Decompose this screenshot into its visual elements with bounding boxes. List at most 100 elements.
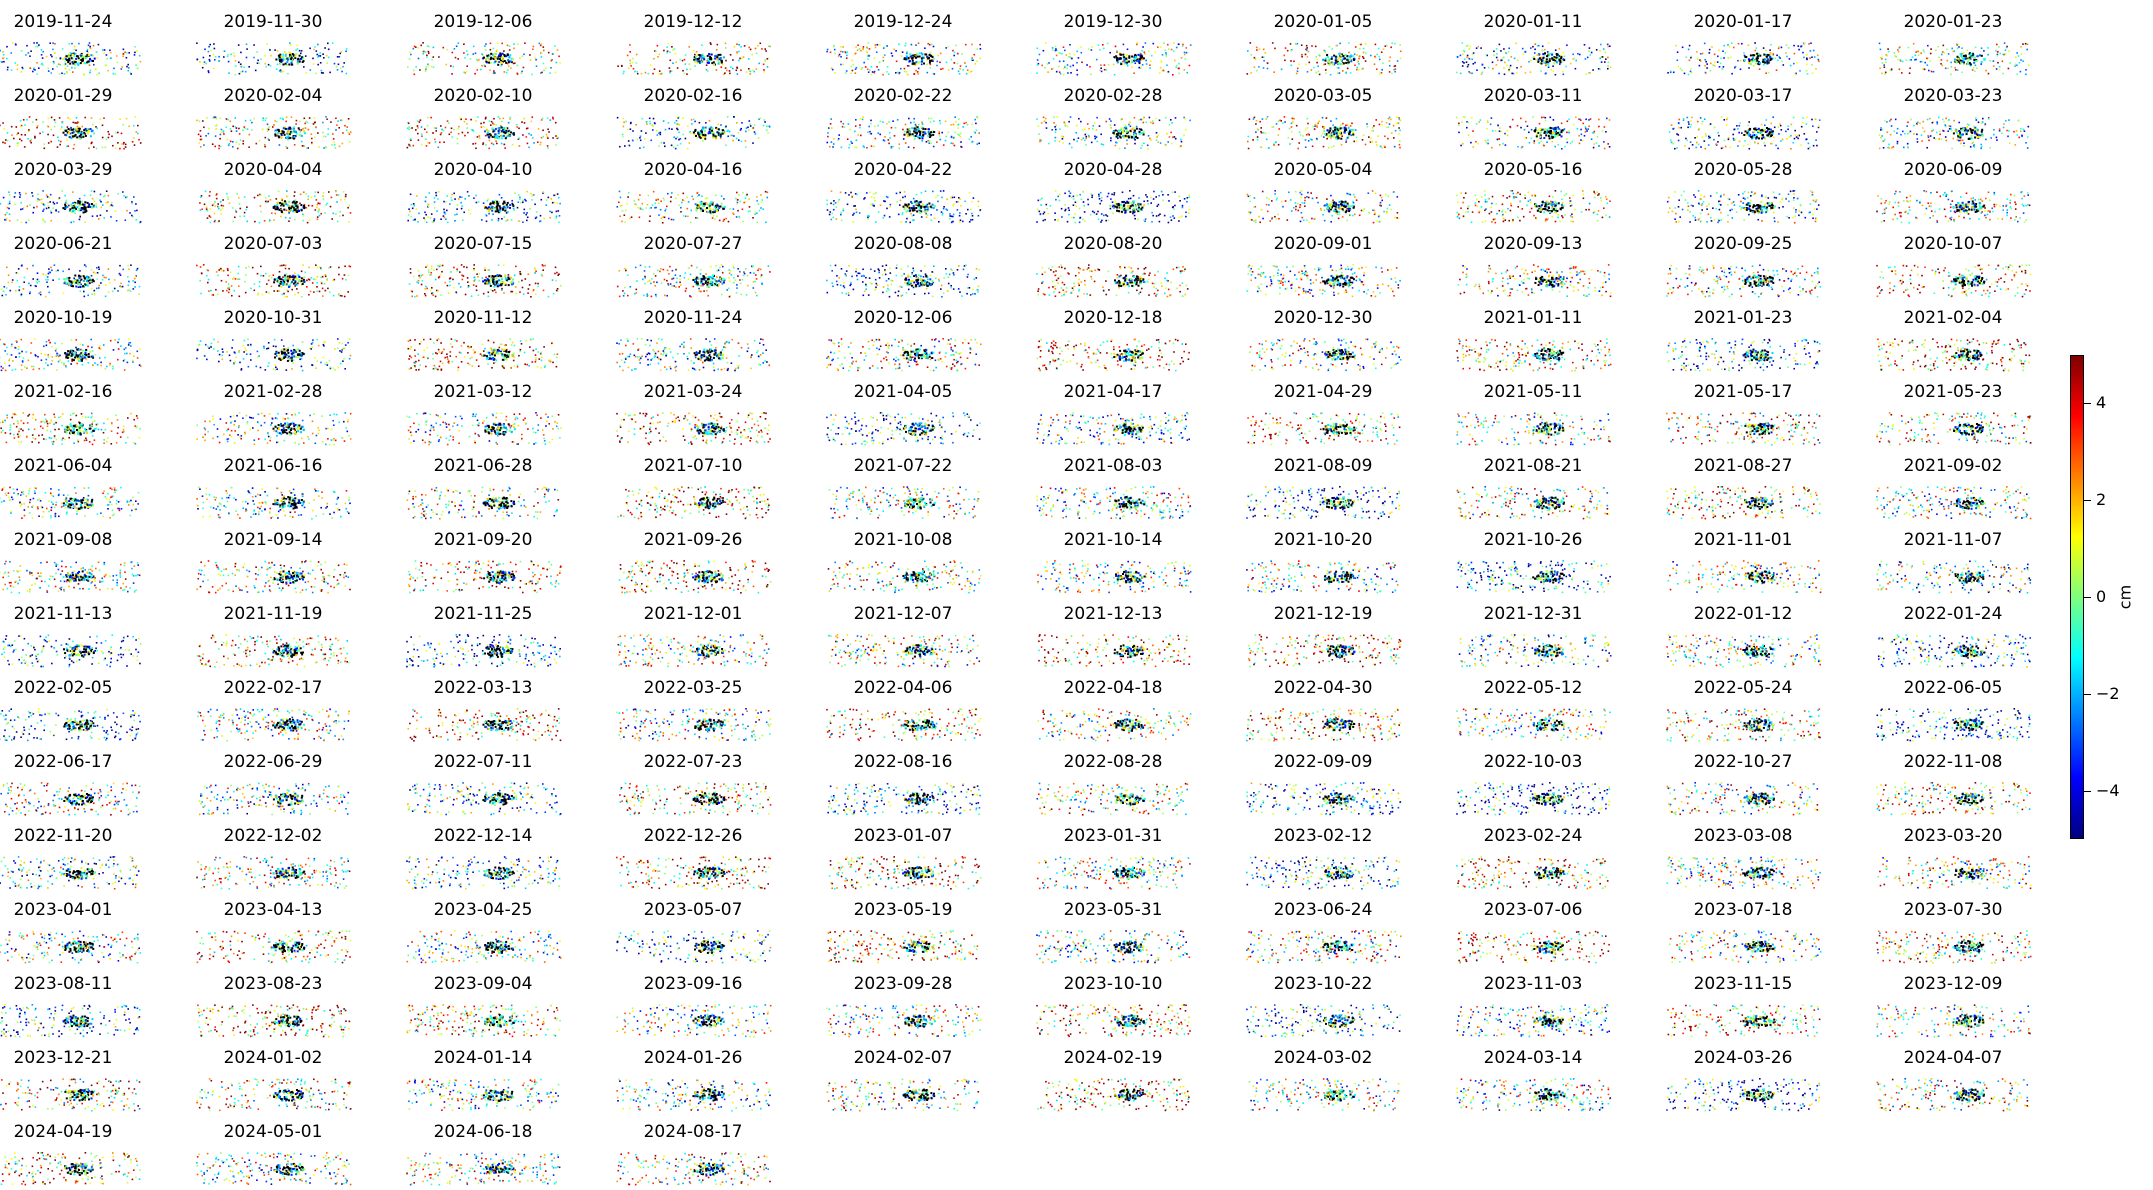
scatter-point — [1778, 127, 1780, 129]
scatter-point — [1704, 118, 1706, 120]
scatter-point — [1577, 53, 1579, 55]
scatter-point-core — [1350, 55, 1352, 57]
scatter-point — [551, 60, 553, 62]
scatter-point — [334, 63, 336, 65]
scatter-point — [1064, 50, 1066, 52]
scatter-point — [1785, 131, 1787, 133]
scatter-point — [1376, 144, 1378, 146]
scatter-point — [339, 146, 341, 148]
scatter-point — [926, 59, 928, 61]
scatter-point-core — [1344, 58, 1346, 60]
scatter-point — [343, 62, 345, 64]
scatter-point — [1607, 68, 1609, 70]
scatter-point — [739, 58, 741, 60]
scatter-point — [223, 130, 225, 132]
scatter-point — [48, 207, 50, 209]
scatter-point — [423, 53, 425, 55]
scatter-point — [675, 148, 677, 150]
scatter-point — [1585, 131, 1587, 133]
scatter-point — [1039, 54, 1041, 56]
scatter-point — [453, 129, 455, 131]
scatter-point — [75, 50, 77, 52]
scatter-point — [1946, 140, 1948, 142]
scatter-point — [670, 60, 672, 62]
scatter-point — [19, 192, 21, 194]
scatter-point — [1289, 128, 1291, 130]
scatter-point — [1247, 141, 1249, 143]
scatter-point — [649, 121, 651, 123]
scatter-point — [1149, 64, 1151, 66]
scatter-point — [848, 147, 850, 149]
scatter-point-core — [1763, 63, 1765, 65]
scatter-point — [1553, 119, 1555, 121]
scatter-point — [1605, 58, 1607, 60]
scatter-point-core — [285, 53, 287, 55]
scatter-point — [1879, 43, 1881, 45]
scatter-point — [243, 67, 245, 69]
scatter-point-core — [1970, 63, 1972, 65]
scatter-point-core — [1132, 61, 1134, 63]
scatter-point-core — [76, 129, 78, 131]
scatter-point — [463, 52, 465, 54]
scatter-point-core — [1744, 59, 1746, 61]
scatter-point — [1776, 55, 1778, 57]
scatter-point — [1086, 136, 1088, 138]
scatter-point-core — [508, 130, 510, 132]
scatter-point — [1260, 131, 1262, 133]
scatter-point-core — [1345, 62, 1347, 64]
scatter-point — [1332, 124, 1334, 126]
scatter-point — [1496, 57, 1498, 59]
scatter-point — [1110, 124, 1112, 126]
scatter-point — [678, 132, 680, 134]
scatter-point — [868, 55, 870, 57]
scatter-point — [313, 63, 315, 65]
scatter-point — [331, 144, 333, 146]
scatter-point — [84, 117, 86, 119]
scatter-point — [547, 129, 549, 131]
scatter-point — [1806, 63, 1808, 65]
scatter-point — [1782, 139, 1784, 141]
panel: 2020-01-17 — [1638, 12, 1848, 80]
scatter-point — [1990, 137, 1992, 139]
scatter-point — [56, 202, 58, 204]
scatter-point — [108, 195, 110, 197]
scatter-point — [473, 53, 475, 55]
scatter-point — [1065, 123, 1067, 125]
scatter-point — [96, 127, 98, 129]
scatter-point — [750, 125, 752, 127]
scatter-point — [100, 201, 102, 203]
scatter-point — [336, 66, 338, 68]
scatter-point — [32, 212, 34, 214]
scatter-point — [1073, 139, 1075, 141]
scatter-point-core — [93, 132, 95, 134]
scatter-point-core — [909, 60, 911, 62]
scatter-point — [1391, 132, 1393, 134]
scatter-point — [868, 71, 870, 73]
scatter-point — [95, 203, 97, 205]
scatter-point-core — [285, 55, 287, 57]
scatter-point — [1937, 46, 1939, 48]
scatter-point — [483, 126, 485, 128]
scatter-point — [1152, 120, 1154, 122]
scatter-point — [1704, 43, 1706, 45]
scatter-point — [1714, 65, 1716, 67]
scatter-point — [1689, 45, 1691, 47]
scatter-point — [1700, 53, 1702, 55]
scatter-point — [1063, 46, 1065, 48]
scatter-point — [1908, 47, 1910, 49]
scatter-point — [32, 195, 34, 197]
scatter-point — [66, 139, 68, 141]
scatter-point — [235, 65, 237, 67]
scatter-point — [1599, 58, 1601, 60]
scatter-point-core — [1562, 129, 1564, 131]
scatter-point — [257, 62, 259, 64]
scatter-point-core — [720, 134, 722, 136]
scatter-point — [122, 124, 124, 126]
scatter-point — [943, 144, 945, 146]
scatter-point — [648, 73, 650, 75]
scatter-point — [879, 134, 881, 136]
scatter-point — [44, 143, 46, 145]
scatter-point — [1315, 46, 1317, 48]
scatter-point — [125, 146, 127, 148]
scatter-point — [1081, 62, 1083, 64]
